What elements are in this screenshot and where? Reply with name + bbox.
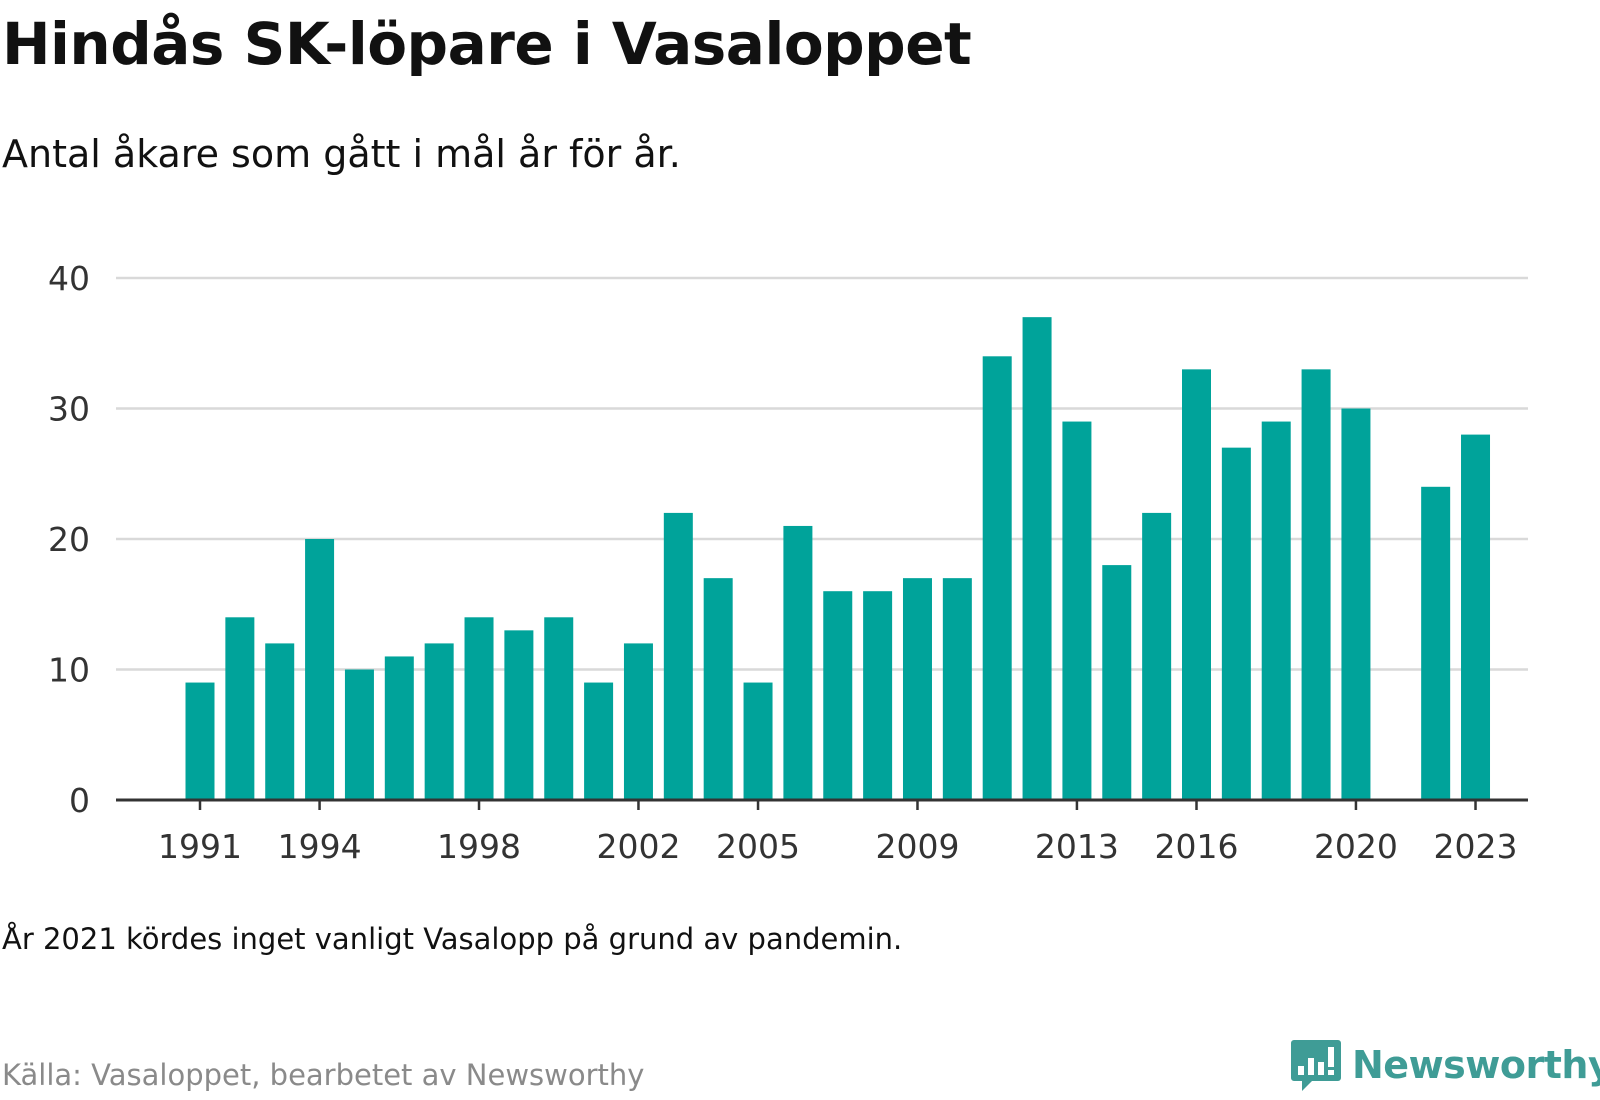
bar-2008	[863, 591, 893, 800]
x-tick-label: 2020	[1314, 827, 1398, 866]
x-axis: 1991 1994 1998 2002 2005 2009 2013 2016 2020 2023	[116, 798, 1528, 866]
x-tick-label: 2016	[1155, 827, 1239, 866]
x-tick-label: 1998	[437, 827, 521, 866]
bar-1995	[344, 669, 374, 800]
bar-2023	[1461, 434, 1491, 800]
bar-2020	[1341, 408, 1371, 800]
bar-2015	[1142, 512, 1172, 800]
bar-2011	[982, 356, 1012, 800]
y-tick-label: 20	[48, 520, 90, 559]
bar-2018	[1261, 421, 1291, 800]
bar-2019	[1301, 369, 1331, 800]
x-tick-label: 2023	[1434, 827, 1518, 866]
brand-name: Newsworthy	[1352, 1043, 1600, 1087]
bar-2005	[743, 682, 773, 800]
bar-2001	[584, 682, 614, 800]
bar-2017	[1221, 447, 1251, 800]
bar-1997	[424, 643, 454, 800]
bar-2000	[544, 617, 574, 800]
bars	[185, 317, 1491, 800]
y-tick-label: 40	[48, 259, 90, 298]
bar-2013	[1062, 421, 1092, 800]
y-tick-label: 10	[48, 651, 90, 690]
bar-1994	[305, 539, 335, 800]
bar-1996	[384, 656, 414, 800]
source-credit: Källa: Vasaloppet, bearbetet av Newswort…	[2, 1058, 645, 1092]
bar-2009	[902, 578, 932, 800]
bar-2007	[823, 591, 853, 800]
bar-1991	[185, 682, 215, 800]
footnote: År 2021 kördes inget vanligt Vasalopp på…	[2, 922, 903, 956]
bar-2006	[783, 525, 813, 800]
bar-2002	[623, 643, 653, 800]
bar-2003	[663, 512, 693, 800]
newsworthy-logo: Newsworthy	[1290, 1038, 1600, 1092]
chart-title: Hindås SK-löpare i Vasaloppet	[2, 10, 972, 78]
bar-2016	[1182, 369, 1211, 800]
bar-2022	[1421, 486, 1451, 800]
bar-2014	[1102, 565, 1132, 800]
y-tick-label: 30	[48, 390, 90, 429]
x-tick-label: 2002	[596, 827, 680, 866]
y-tick-label: 0	[69, 781, 90, 820]
x-tick-label: 1994	[278, 827, 362, 866]
bar-1999	[504, 630, 534, 800]
bar-1998	[464, 617, 494, 800]
x-tick-label: 2009	[875, 827, 959, 866]
y-axis: 0 10 20 30 40	[48, 259, 90, 820]
x-tick-label: 2005	[716, 827, 800, 866]
x-tick-label: 2013	[1035, 827, 1119, 866]
bar-1992	[225, 617, 255, 800]
bar-1993	[265, 643, 295, 800]
bar-2004	[703, 578, 733, 800]
bar-2010	[942, 578, 972, 800]
bar-chart: 1991 1994 1998 2002 2005 2009 2013 2016 2020 2023…	[48, 259, 1528, 866]
x-tick-label: 1991	[158, 827, 242, 866]
bar-2012	[1022, 317, 1052, 800]
chart-subtitle: Antal åkare som gått i mål år för år.	[2, 132, 681, 176]
bar-chart-speech-bubble-icon	[1291, 1040, 1341, 1091]
